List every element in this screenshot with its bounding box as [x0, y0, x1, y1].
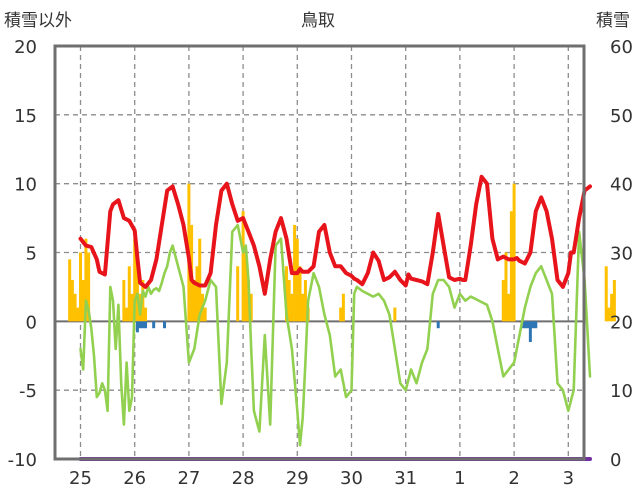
y-right-tick-label: 20 — [610, 312, 633, 333]
orange_bars-bar — [612, 280, 616, 322]
blue_bars-bar — [436, 321, 440, 329]
orange_bars-bar — [341, 293, 345, 322]
blue_bars-bar — [141, 321, 145, 329]
orange_bars-bar — [509, 211, 513, 322]
orange_bars-bar — [301, 293, 305, 322]
orange_bars-bar — [68, 259, 72, 322]
orange_bars-bar — [81, 280, 85, 322]
y-left-tick-label: 10 — [14, 175, 37, 196]
orange_bars-bar — [198, 238, 202, 322]
orange_bars-bar — [241, 211, 245, 322]
chart-title: 鳥取 — [301, 11, 335, 31]
orange_bars-bar — [79, 252, 82, 322]
orange_bars-bar — [303, 280, 307, 322]
y-right-tick-label: 40 — [610, 175, 633, 196]
blue_bars-bar — [523, 321, 527, 329]
axes — [53, 44, 586, 461]
x-tick-label: 29 — [286, 468, 309, 489]
blue_bars-bar — [138, 321, 142, 329]
orange_bars-bar — [339, 307, 343, 322]
orange_bars-bar — [298, 266, 302, 322]
y-left-tick-label: 15 — [14, 106, 37, 127]
blue_bars-bar — [531, 321, 535, 329]
orange_bars-bar — [70, 280, 74, 322]
blue_bars-bar — [534, 321, 538, 329]
x-tick-label: 27 — [177, 468, 200, 489]
orange_bars-bar — [127, 266, 131, 322]
x-tick-label: 2 — [508, 468, 519, 489]
y-right-tick-label: 30 — [610, 244, 633, 265]
y-right-tick-label: 50 — [610, 106, 633, 127]
blue_bars-bar — [528, 321, 532, 342]
orange_bars-bar — [504, 252, 508, 322]
orange_bars-bar — [236, 266, 240, 322]
y-right-tick-label: 10 — [610, 381, 633, 402]
x-tick-label: 30 — [340, 468, 363, 489]
blue_bars-bar — [152, 321, 156, 329]
orange_bars-bar — [87, 252, 91, 322]
orange_bars-bar — [203, 307, 207, 322]
orange_bars-bar — [73, 293, 77, 322]
orange_bars-bar — [144, 307, 148, 322]
x-tick-label: 26 — [123, 468, 146, 489]
x-tick-label: 31 — [394, 468, 417, 489]
y-right-tick-label: 0 — [610, 450, 621, 471]
orange_bars-bar — [122, 280, 126, 322]
orange_bars-bar — [133, 238, 137, 322]
x-tick-label: 25 — [69, 468, 92, 489]
y-left-tick-label: 0 — [26, 312, 37, 333]
orange_bars-bar — [290, 293, 294, 322]
orange_bars-bar — [135, 252, 139, 322]
orange_bars-bar — [244, 252, 248, 322]
orange_bars-bar — [125, 307, 129, 322]
orange_bars-bar — [84, 238, 88, 322]
y-left-tick-label: -10 — [8, 450, 37, 471]
x-tick-label: 28 — [232, 468, 255, 489]
x-tick-label: 1 — [454, 468, 465, 489]
orange_bars-bar — [284, 266, 288, 322]
left-axis-title: 積雪以外 — [4, 11, 72, 31]
orange_bars-bar — [195, 266, 199, 322]
x-tick-label: 3 — [563, 468, 574, 489]
orange_bars-bar — [610, 293, 614, 322]
orange_bars-bar — [130, 293, 134, 322]
y-left-tick-label: -5 — [19, 381, 37, 402]
orange_bars-bar — [604, 266, 608, 322]
green_series-line — [79, 223, 592, 447]
blue_bars-bar — [526, 321, 530, 329]
orange_bars-bar — [249, 293, 253, 322]
blue_bars-bar — [144, 321, 148, 329]
blue_bars-bar — [163, 321, 167, 329]
orange_bars-bar — [393, 307, 397, 322]
orange_bars-bar — [76, 307, 80, 322]
orange_bars-bar — [295, 238, 299, 322]
y-left-tick-label: 5 — [26, 244, 37, 265]
orange_bars-bar — [607, 307, 611, 322]
orange_bars-bar — [512, 183, 516, 322]
orange_bars-bar — [501, 280, 505, 322]
y-right-tick-label: 60 — [610, 37, 633, 58]
orange_bars-bar — [287, 280, 291, 322]
right-axis-title: 積雪 — [596, 11, 630, 31]
orange_bars-bar — [507, 293, 511, 322]
plot-border — [53, 44, 586, 461]
temperature-line — [78, 174, 592, 296]
orange_bars-bar — [192, 280, 196, 322]
y-left-tick-label: 20 — [14, 37, 37, 58]
blue_bars-bar — [135, 321, 139, 333]
